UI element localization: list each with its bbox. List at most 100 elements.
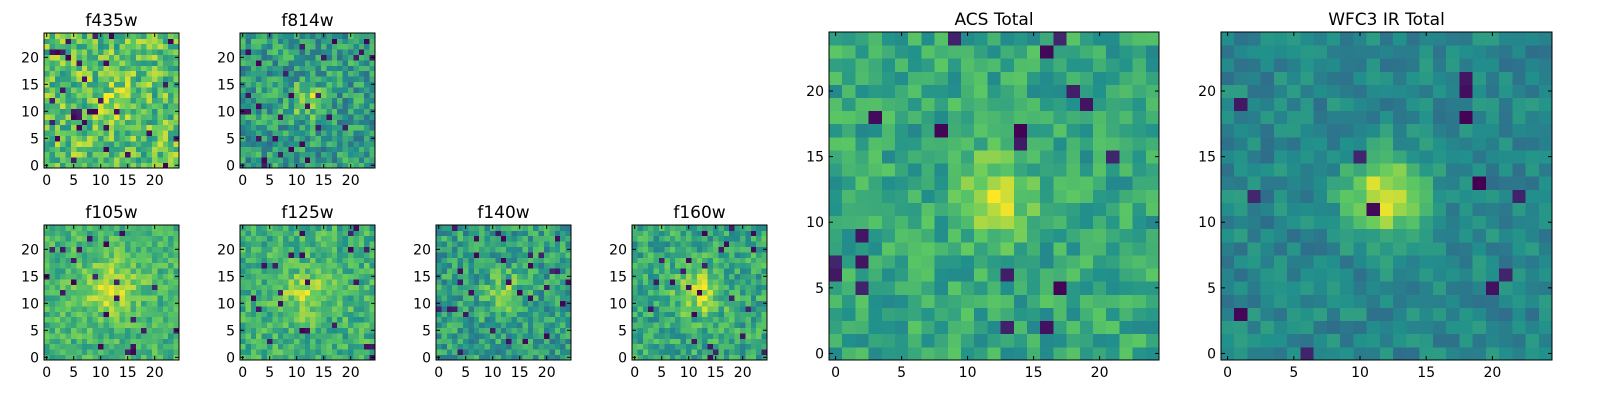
heatmap-cell xyxy=(321,38,327,45)
heatmap-cell xyxy=(162,300,169,307)
heatmap-cell xyxy=(659,257,665,264)
heatmap-cell xyxy=(92,354,99,361)
heatmap-cell xyxy=(463,241,469,247)
heatmap-cell xyxy=(250,49,257,55)
heatmap-cell xyxy=(71,257,77,264)
heatmap-cell xyxy=(353,108,360,115)
heatmap-cell xyxy=(637,306,644,312)
heatmap-cell xyxy=(947,228,962,243)
heatmap-cell xyxy=(288,87,295,93)
heatmap-cell xyxy=(468,225,475,231)
heatmap-cell xyxy=(256,316,262,323)
heatmap-cell xyxy=(342,333,349,339)
heatmap-cell xyxy=(60,108,66,115)
heatmap-cell xyxy=(538,246,545,253)
heatmap-cell xyxy=(358,119,365,126)
heatmap-cell xyxy=(1273,228,1288,243)
heatmap-cell xyxy=(65,257,72,264)
heatmap-cell xyxy=(436,252,442,258)
heatmap-cell xyxy=(974,320,988,335)
heatmap-cell xyxy=(1353,294,1368,308)
heatmap-cell xyxy=(310,322,316,328)
heatmap-cell xyxy=(358,273,365,280)
heatmap-cell xyxy=(119,257,126,264)
heatmap-cell xyxy=(108,338,115,345)
heatmap-cell xyxy=(1027,123,1041,138)
heatmap-cell xyxy=(288,119,295,126)
heatmap-cell xyxy=(146,151,153,158)
heatmap-cell xyxy=(71,43,77,50)
heatmap-cell xyxy=(267,70,273,77)
heatmap-cell xyxy=(554,225,561,231)
heatmap-cell xyxy=(54,146,61,153)
heatmap-cell xyxy=(637,295,644,301)
heatmap-cell xyxy=(908,163,922,177)
heatmap-cell xyxy=(829,45,843,59)
heatmap-cell xyxy=(829,189,843,203)
heatmap-cell xyxy=(908,255,922,269)
heatmap-cell xyxy=(446,257,453,264)
heatmap-cell xyxy=(1472,281,1487,295)
heatmap-cell xyxy=(1379,202,1394,217)
heatmap-cell xyxy=(98,306,104,312)
heatmap-cell xyxy=(141,33,147,39)
heatmap-cell xyxy=(245,151,252,158)
heatmap-cell xyxy=(76,262,83,269)
heatmap-cell xyxy=(479,349,485,355)
heatmap-cell xyxy=(686,230,692,237)
heatmap-cell xyxy=(294,306,300,312)
heatmap-cell xyxy=(495,241,502,247)
heatmap-cell xyxy=(1499,281,1513,295)
heatmap-cell xyxy=(98,284,104,291)
heatmap-cell xyxy=(250,268,257,274)
heatmap-cell xyxy=(364,114,370,120)
heatmap-cell xyxy=(473,284,480,291)
heatmap-cell xyxy=(484,246,491,253)
heatmap-cell xyxy=(71,316,77,323)
heatmap-cell xyxy=(81,157,88,163)
heatmap-cell xyxy=(829,97,843,112)
heatmap-cell xyxy=(353,87,360,93)
heatmap-cell xyxy=(1366,307,1381,322)
heatmap-cell xyxy=(103,162,110,169)
heatmap-cell xyxy=(1093,228,1107,243)
heatmap-cell xyxy=(565,257,572,264)
heatmap-cell xyxy=(664,289,671,296)
heatmap-cell xyxy=(315,81,322,88)
heatmap-cell xyxy=(560,289,566,296)
heatmap-cell xyxy=(135,300,142,307)
heatmap-cell xyxy=(500,306,507,312)
heatmap-cell xyxy=(974,45,988,59)
heatmap-cell xyxy=(1132,189,1147,203)
heatmap-cell xyxy=(1300,241,1315,256)
heatmap-cell xyxy=(81,349,88,355)
heatmap-cell xyxy=(490,262,496,269)
heatmap-cell xyxy=(326,108,333,115)
heatmap-cell xyxy=(987,58,1001,72)
heatmap-cell xyxy=(479,311,485,318)
heatmap-cell xyxy=(490,333,496,339)
heatmap-cell xyxy=(1512,241,1526,256)
heatmap-cell xyxy=(1234,228,1248,243)
heatmap-cell xyxy=(648,279,654,285)
heatmap-cell xyxy=(538,295,545,301)
heatmap-cell xyxy=(718,349,725,355)
heatmap-cell xyxy=(1119,123,1133,138)
heatmap-cell xyxy=(756,322,762,328)
heatmap-cell xyxy=(554,279,561,285)
heatmap-cell xyxy=(92,311,99,318)
heatmap-cell xyxy=(691,246,698,253)
heatmap-cell xyxy=(653,268,660,274)
heatmap-cell xyxy=(680,295,687,301)
heatmap-cell xyxy=(549,322,556,328)
heatmap-cell xyxy=(1040,307,1054,322)
heatmap-cell xyxy=(1221,228,1235,243)
heatmap-cell xyxy=(1485,268,1500,282)
y-tick-label: 5 xyxy=(422,323,431,339)
heatmap-cell xyxy=(103,300,110,307)
heatmap-cell xyxy=(1446,346,1460,361)
heatmap-cell xyxy=(544,257,550,264)
heatmap-cell xyxy=(250,322,257,328)
heatmap-cell xyxy=(146,130,153,136)
heatmap-cell xyxy=(173,157,180,163)
